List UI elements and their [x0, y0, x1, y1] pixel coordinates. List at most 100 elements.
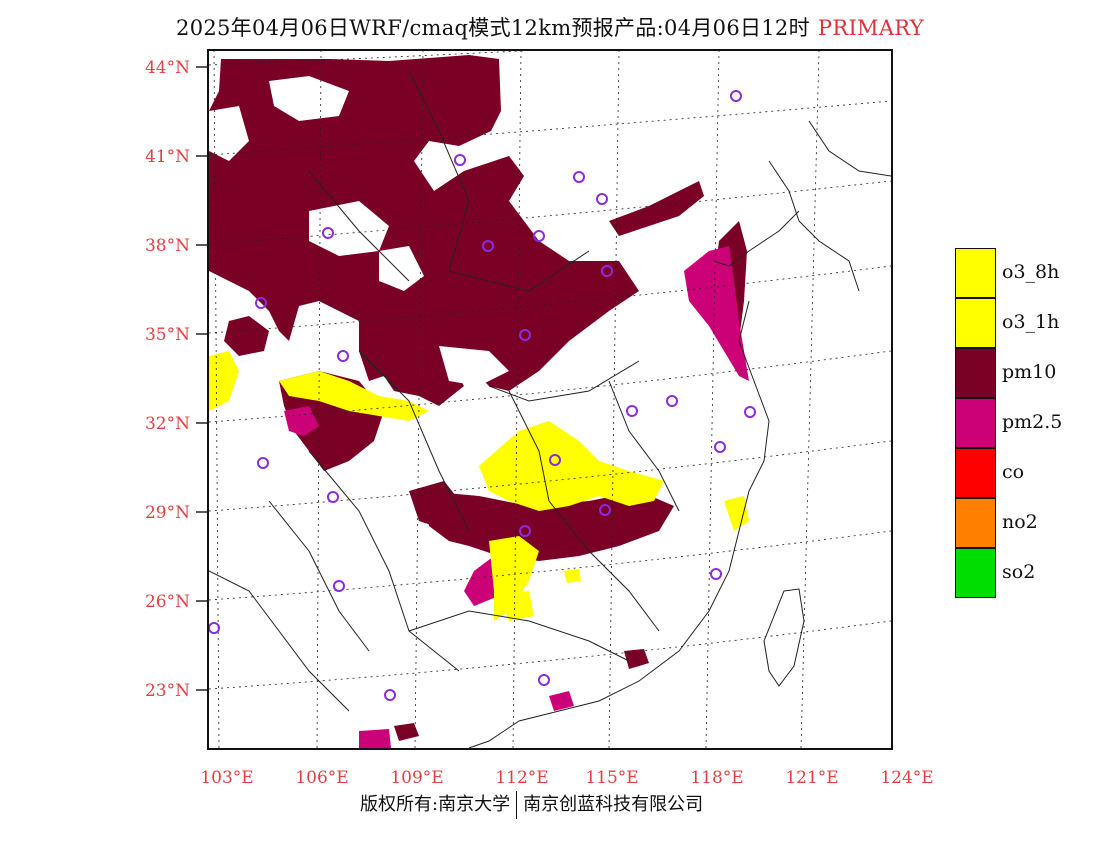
legend-label: no2	[1002, 511, 1038, 533]
longitude-label: 124°E	[880, 768, 933, 788]
pm25-coast-region	[684, 246, 749, 381]
latitude-label: 26°N	[145, 592, 190, 612]
title-text: 2025年04月06日WRF/cmaq模式12km预报产品:04月06日12时	[176, 16, 810, 40]
pm25-south-patch	[359, 729, 391, 748]
station-marker	[519, 525, 531, 537]
station-marker	[601, 265, 613, 277]
pm10-north-region	[209, 55, 639, 391]
station-marker	[596, 193, 608, 205]
o3-small-patch	[564, 569, 581, 583]
clear-areas	[209, 76, 599, 386]
latitude-label: 41°N	[145, 147, 190, 167]
pm25-southwest-patch	[284, 406, 319, 436]
forecast-map	[208, 30, 892, 749]
o3-west-band	[279, 371, 429, 421]
clear-area-4	[379, 246, 424, 291]
clear-area-3	[309, 201, 389, 256]
latitude-label: 23°N	[145, 681, 190, 701]
legend-label: o3_1h	[1002, 311, 1060, 333]
map-title: 2025年04月06日WRF/cmaq模式12km预报产品:04月06日12时 P…	[0, 12, 1100, 42]
pm10-west-patch	[224, 316, 269, 356]
latitude-label: 35°N	[145, 325, 190, 345]
latitude-label: 44°N	[145, 58, 190, 78]
legend-label: pm10	[1002, 361, 1057, 383]
legend-label: co	[1002, 461, 1025, 483]
station-marker	[327, 491, 339, 503]
footer-right: 南京创蓝科技有限公司	[523, 794, 704, 815]
station-marker	[333, 580, 345, 592]
map-frame	[207, 30, 893, 750]
longitude-label: 109°E	[390, 768, 443, 788]
clear-area-2	[209, 106, 249, 161]
station-marker	[454, 154, 466, 166]
station-marker	[255, 297, 267, 309]
legend-swatch	[955, 448, 996, 498]
station-marker	[538, 674, 550, 686]
latitude-labels: 44°N 41°N 38°N 35°N 32°N 29°N 26°N 23°N	[145, 58, 207, 701]
longitude-label: 121°E	[785, 768, 838, 788]
graticule	[208, 30, 892, 749]
pm25-regions	[284, 246, 749, 748]
station-marker	[337, 350, 349, 362]
legend-swatch	[955, 298, 996, 348]
pm25-guangdong-patch	[549, 691, 574, 711]
meridians	[213, 50, 820, 749]
station-marker	[710, 568, 722, 580]
legend-label: pm2.5	[1002, 411, 1063, 433]
station-marker	[714, 441, 726, 453]
station-marker	[257, 457, 269, 469]
longitude-label: 103°E	[200, 768, 253, 788]
taiwan-island	[763, 588, 805, 687]
footer-separator	[516, 791, 518, 819]
station-marker	[384, 689, 396, 701]
station-marker	[549, 454, 561, 466]
boundaries	[208, 70, 892, 749]
longitude-label: 115°E	[585, 768, 638, 788]
o3-west-edge	[209, 351, 239, 411]
legend-swatch	[955, 248, 996, 298]
legend-swatch	[955, 348, 996, 398]
title-tag: PRIMARY	[817, 16, 924, 40]
station-marker	[573, 171, 585, 183]
legend-swatch	[955, 548, 996, 598]
pm10-beijing-region	[609, 181, 704, 236]
o3-south-patch	[499, 591, 534, 621]
pm10-regions	[209, 55, 747, 741]
station-markers	[208, 90, 756, 701]
legend-swatch	[955, 498, 996, 548]
station-marker	[322, 227, 334, 239]
copyright-footer: 版权所有:南京大学 南京创蓝科技有限公司	[360, 790, 703, 819]
station-marker	[626, 405, 638, 417]
longitude-labels: 103°E 106°E 109°E 112°E 115°E 118°E 121°E 124°E	[200, 768, 933, 788]
coastline	[468, 120, 892, 749]
pm10-far-south	[394, 723, 419, 741]
pm10-central-band	[424, 491, 674, 561]
legend-swatch	[955, 398, 996, 448]
station-marker	[599, 504, 611, 516]
longitude-label: 118°E	[690, 768, 743, 788]
longitude-label: 112°E	[495, 768, 548, 788]
pm10-south-patch	[624, 649, 649, 669]
o3-regions	[209, 351, 749, 621]
clear-area-6	[539, 141, 599, 191]
clear-area-5	[439, 346, 509, 386]
clear-area-1	[269, 76, 349, 121]
station-marker	[533, 230, 545, 242]
station-marker	[519, 329, 531, 341]
station-marker	[482, 240, 494, 252]
footer-left: 版权所有:南京大学	[360, 794, 511, 815]
station-marker	[208, 622, 220, 634]
latitude-label: 32°N	[145, 414, 190, 434]
o3-fujian-patch	[724, 496, 749, 531]
station-marker	[730, 90, 742, 102]
station-marker	[744, 406, 756, 418]
station-marker	[666, 395, 678, 407]
latitude-label: 29°N	[145, 503, 190, 523]
legend-label: so2	[1002, 561, 1036, 583]
province-borders	[208, 70, 680, 712]
legend-label: o3_8h	[1002, 261, 1060, 283]
longitude-label: 106°E	[295, 768, 348, 788]
latitude-label: 38°N	[145, 236, 190, 256]
o3-central-region	[479, 421, 664, 511]
